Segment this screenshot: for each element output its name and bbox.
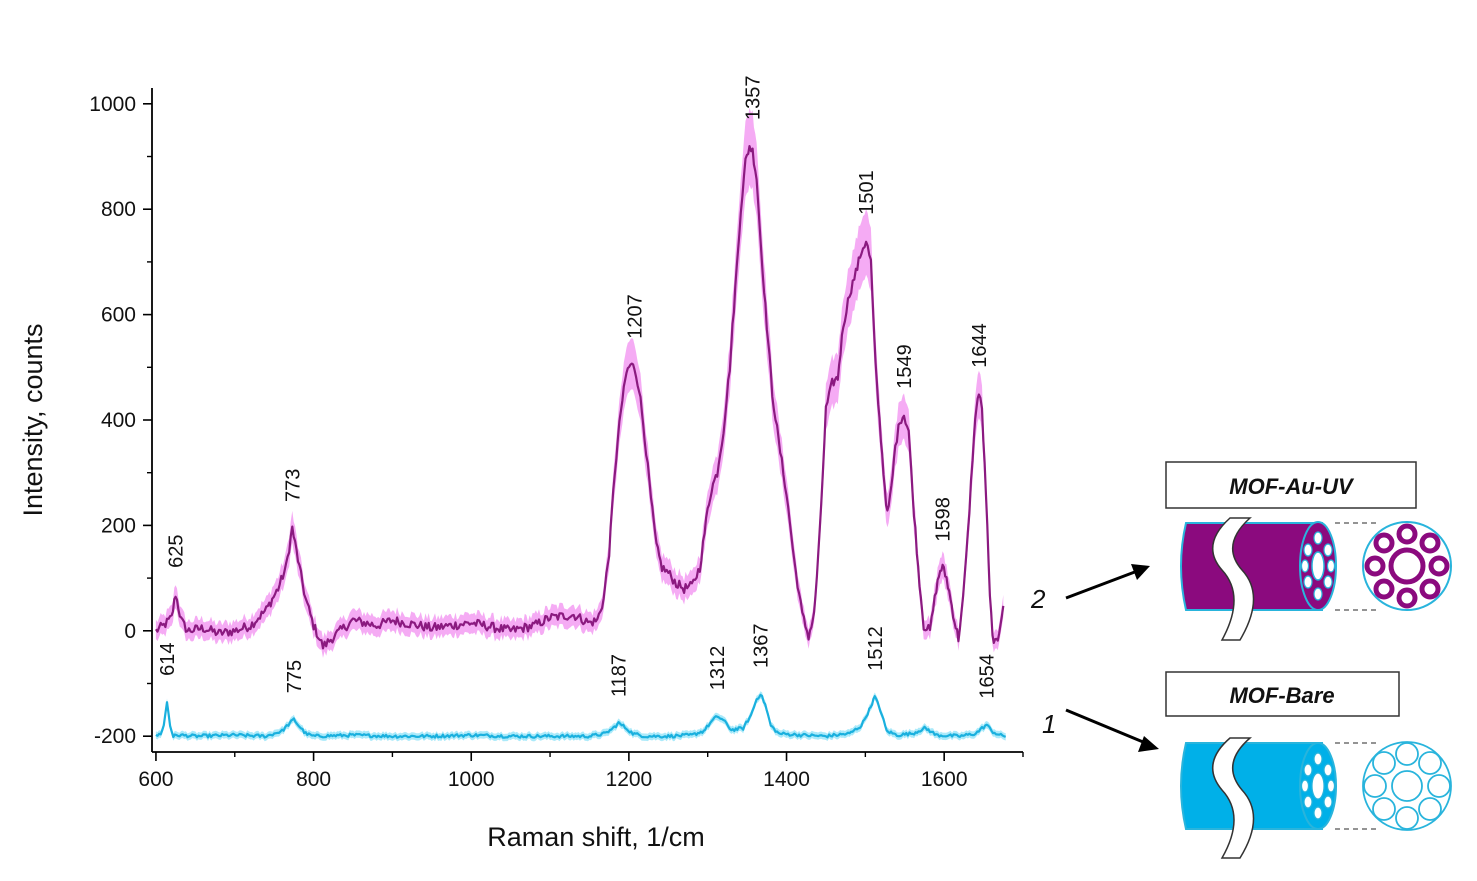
peak-label: 1598 [933, 497, 955, 542]
axes: -200 0 200 400 600 800 1000 600 800 1000 1200 1400 1… [89, 88, 1024, 791]
y-tick-label: 0 [124, 620, 136, 643]
peak-label: 1312 [707, 646, 729, 691]
box-au-uv-label: MOF-Au-UV [1229, 474, 1355, 499]
peak-label: 1367 [751, 624, 773, 669]
peak-label: 773 [282, 469, 304, 502]
plot-area [154, 107, 1007, 742]
series-line-au-uv [154, 145, 1005, 650]
x-tick-label: 600 [138, 768, 173, 791]
peak-label: 1501 [856, 170, 878, 215]
x-tick-label: 1000 [448, 768, 495, 791]
arrow-line-1 [1065, 708, 1149, 746]
x-tick-label: 800 [296, 768, 331, 791]
box-bare-label: MOF-Bare [1229, 683, 1334, 708]
arrow-line-2 [1065, 568, 1141, 600]
box-bare [1165, 671, 1400, 717]
curve-number-2: 2 [1030, 584, 1046, 614]
y-tick-label: 1000 [89, 93, 136, 116]
y-axis-title: Intensity, counts [18, 323, 48, 516]
peak-label: 1187 [609, 654, 631, 697]
fiber-diagram-au-uv: 2 MOF-Au-UV [1030, 461, 1452, 641]
x-tick-label: 1400 [763, 768, 810, 791]
peak-label: 614 [157, 643, 179, 676]
peak-label: 1644 [969, 323, 991, 368]
y-tick-label: -200 [94, 725, 136, 748]
y-tick-label: 600 [101, 304, 136, 327]
arrow-head-2 [1131, 564, 1150, 580]
y-tick-label: 200 [101, 514, 136, 537]
fiber-end-core-au-uv [1311, 551, 1325, 581]
peak-label: 1512 [865, 626, 887, 671]
fiber-end-holes-bare [1300, 752, 1336, 820]
fiber-break-au-uv [1211, 517, 1255, 641]
fiber-end-holes-au-uv [1300, 531, 1336, 601]
series-band-bare [155, 691, 1006, 742]
series-line-bare [155, 693, 1007, 739]
peak-labels: 625 773 1207 1357 1501 1549 1598 1644 614 775 1187… [157, 76, 999, 699]
fiber-break-bare [1211, 737, 1255, 859]
x-tick-label: 1600 [921, 768, 968, 791]
x-tick-label: 1200 [606, 768, 653, 791]
peak-label: 1654 [977, 654, 999, 699]
arrow-head-1 [1138, 736, 1159, 752]
cross-section-bare [1362, 741, 1452, 831]
box-au-uv [1165, 461, 1417, 509]
cross-section-au-uv [1362, 521, 1452, 611]
peak-label: 1549 [894, 344, 916, 389]
y-tick-label: 400 [101, 409, 136, 432]
peak-label: 1357 [743, 76, 765, 121]
y-tick-label: 800 [101, 198, 136, 221]
peak-label: 1207 [624, 294, 646, 339]
fiber-diagram-bare: 1 MOF-Bare [1042, 671, 1452, 859]
peak-label: 775 [284, 660, 306, 693]
peak-label: 625 [166, 535, 188, 568]
x-axis-title: Raman shift, 1/cm [487, 822, 705, 852]
curve-number-1: 1 [1042, 709, 1056, 739]
